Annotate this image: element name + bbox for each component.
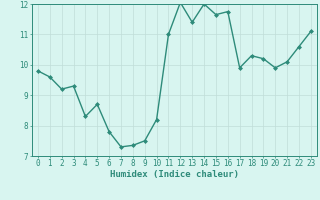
X-axis label: Humidex (Indice chaleur): Humidex (Indice chaleur) [110, 170, 239, 179]
